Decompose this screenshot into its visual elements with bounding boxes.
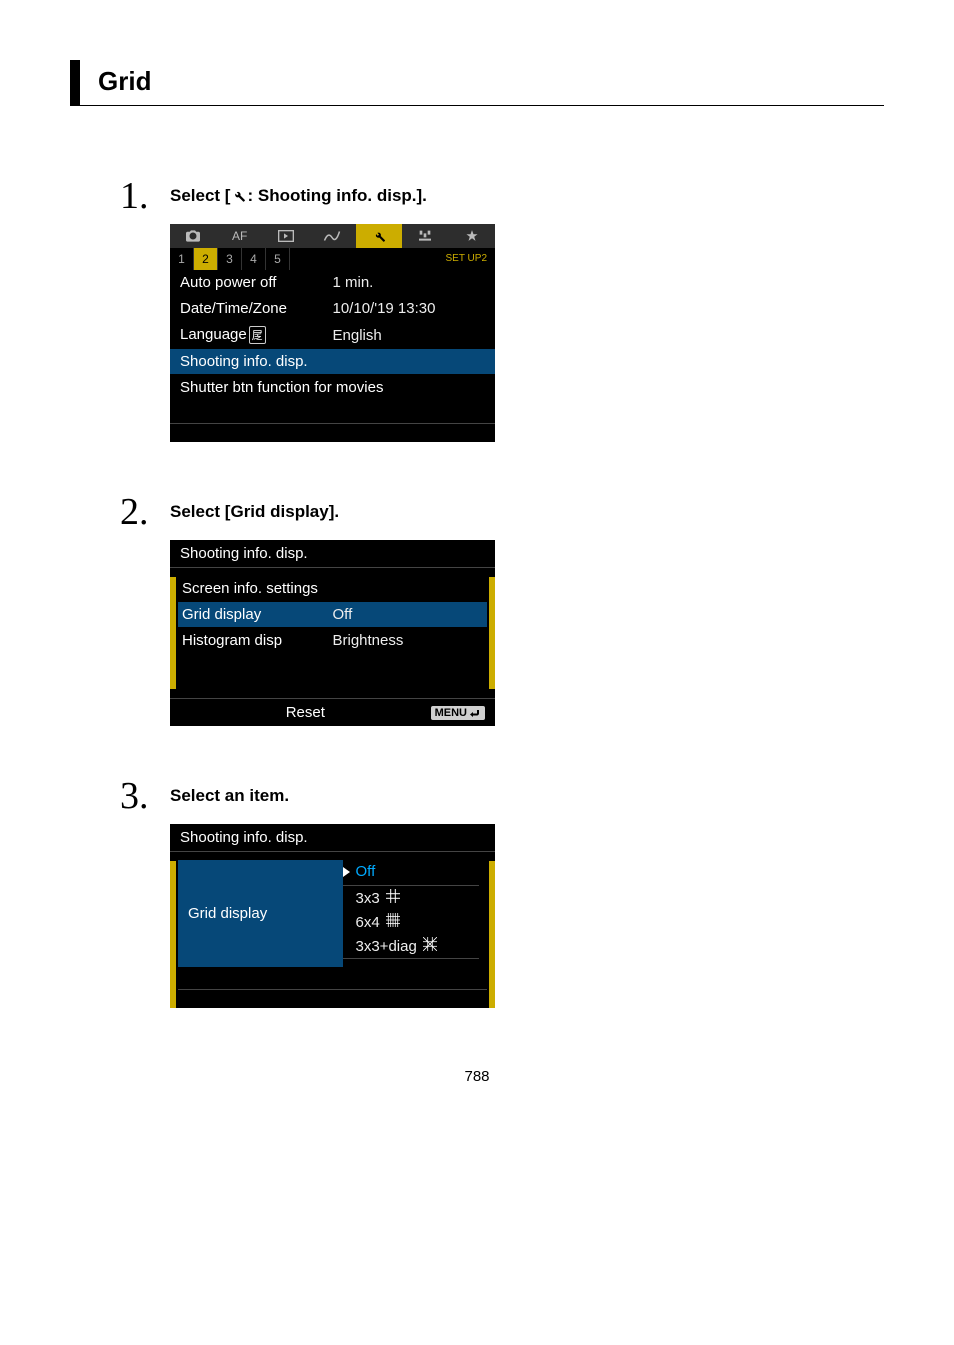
page-tab-3[interactable]: 3	[218, 248, 242, 270]
step-2: 2. Select [Grid display]. Shooting info.…	[170, 502, 884, 726]
tab-wireless-icon[interactable]	[309, 224, 355, 248]
menu-empty-row	[178, 676, 487, 698]
page-tab-5[interactable]: 5	[266, 248, 290, 270]
menu-label: Shutter btn function for movies	[180, 379, 485, 396]
menu-label: Language㞏	[180, 326, 333, 344]
menu-label: Grid display	[188, 905, 267, 922]
menu-datetime[interactable]: Date/Time/Zone 10/10/'19 13:30	[170, 296, 495, 322]
menu-language[interactable]: Language㞏 English	[170, 322, 495, 349]
option-box: 3x3 6x4	[343, 885, 480, 959]
side-strip	[170, 577, 176, 689]
step-1: 1. Select [ : Shooting info. disp.]. AF	[170, 186, 884, 442]
step-3: 3. Select an item. Shooting info. disp. …	[170, 786, 884, 1008]
option-label: 6x4	[356, 914, 380, 931]
side-strip	[489, 577, 495, 689]
menu-empty-row	[178, 990, 487, 1008]
wrench-icon	[231, 188, 246, 208]
step-number: 3.	[120, 774, 149, 818]
menu-shootinginfo[interactable]: Shooting info. disp.	[170, 349, 495, 375]
menu-value: 1 min.	[333, 274, 486, 291]
screen-header: Shooting info. disp.	[170, 540, 495, 568]
menu-rows: Auto power off 1 min. Date/Time/Zone 10/…	[170, 270, 495, 442]
page-tab-2[interactable]: 2	[194, 248, 218, 270]
tab-playback-icon[interactable]	[263, 224, 309, 248]
tab-camera-icon[interactable]	[170, 224, 216, 248]
menu-label: Grid display	[182, 606, 333, 623]
grid-options: Off 3x3 6x	[343, 860, 488, 967]
camera-menu-screen-2: Shooting info. disp. Screen info. settin…	[170, 540, 495, 726]
menu-autopoweroff[interactable]: Auto power off 1 min.	[170, 270, 495, 296]
menu-histogram[interactable]: Histogram disp Brightness	[178, 628, 487, 654]
camera-menu-screen-1: AF 1 2 3	[170, 224, 495, 442]
menu-label: Auto power off	[180, 274, 333, 291]
menu-empty-row	[170, 424, 495, 442]
step-number: 1.	[120, 174, 149, 218]
step-instruction: Select [ : Shooting info. disp.].	[170, 186, 884, 206]
menu-label: Screen info. settings	[182, 580, 483, 597]
language-icon: 㞏	[249, 326, 266, 344]
step-instruction: Select an item.	[170, 786, 884, 806]
page-label: SET UP2	[446, 253, 488, 264]
step-instructionne: Select [Grid display].	[170, 502, 884, 522]
step-number: 2.	[120, 490, 149, 534]
page-number: 788	[70, 1068, 884, 1085]
selector-triangle-icon	[343, 867, 350, 877]
menu-value: 10/10/'19 13:30	[333, 300, 486, 317]
screen-header: Shooting info. disp.	[170, 824, 495, 852]
menu-back-badge[interactable]: MENU	[431, 706, 485, 720]
page-title: Grid	[70, 60, 884, 106]
option-off[interactable]: Off	[343, 860, 488, 883]
grid6-icon	[386, 913, 400, 931]
menu-label: Shooting info. disp.	[180, 353, 485, 370]
return-icon	[469, 708, 481, 718]
menu-badge-label: MENU	[435, 707, 467, 719]
option-6x4[interactable]: 6x4	[343, 910, 480, 934]
option-3x3diag[interactable]: 3x3+diag	[343, 934, 480, 958]
menu-empty-row	[178, 654, 487, 676]
menu-shutterbtn[interactable]: Shutter btn function for movies	[170, 375, 495, 401]
menu-screeninfo[interactable]: Screen info. settings	[178, 576, 487, 602]
option-label: 3x3	[356, 890, 380, 907]
tab-custom-icon[interactable]	[402, 224, 448, 248]
menu-value: Off	[333, 606, 484, 623]
option-label: Off	[356, 863, 376, 880]
tab-setup-icon[interactable]	[356, 224, 402, 248]
menu-label: Histogram disp	[182, 632, 333, 649]
top-icon-tabs: AF	[170, 224, 495, 248]
menu-label: Date/Time/Zone	[180, 300, 333, 317]
grid3-icon	[386, 889, 400, 907]
step-text-suffix: : Shooting info. disp.].	[247, 186, 426, 206]
camera-menu-screen-3: Shooting info. disp. Grid display Off	[170, 824, 495, 1008]
menu-empty-row	[170, 401, 495, 423]
menu-empty-row	[178, 967, 487, 989]
option-label: 3x3+diag	[356, 938, 417, 955]
griddiag-icon	[423, 937, 437, 955]
reset-button[interactable]: Reset	[180, 704, 431, 721]
menu-value: English	[333, 327, 486, 344]
menu-griddisplay[interactable]: Grid display Off	[178, 602, 487, 628]
bottom-row: Reset MENU	[170, 699, 495, 726]
page-tab-1[interactable]: 1	[170, 248, 194, 270]
side-strip	[170, 861, 176, 1008]
option-3x3[interactable]: 3x3	[343, 886, 480, 910]
page-subtabs: 1 2 3 4 5 SET UP2	[170, 248, 495, 270]
page-tab-4[interactable]: 4	[242, 248, 266, 270]
steps-list: 1. Select [ : Shooting info. disp.]. AF	[170, 186, 884, 1008]
step-text-prefix: Select [	[170, 186, 230, 206]
tab-af-icon[interactable]: AF	[216, 224, 262, 248]
tab-mymenu-icon[interactable]	[449, 224, 495, 248]
menu-value: Brightness	[333, 632, 484, 649]
side-strip	[489, 861, 495, 1008]
menu-griddisplay-label: Grid display	[178, 860, 343, 967]
